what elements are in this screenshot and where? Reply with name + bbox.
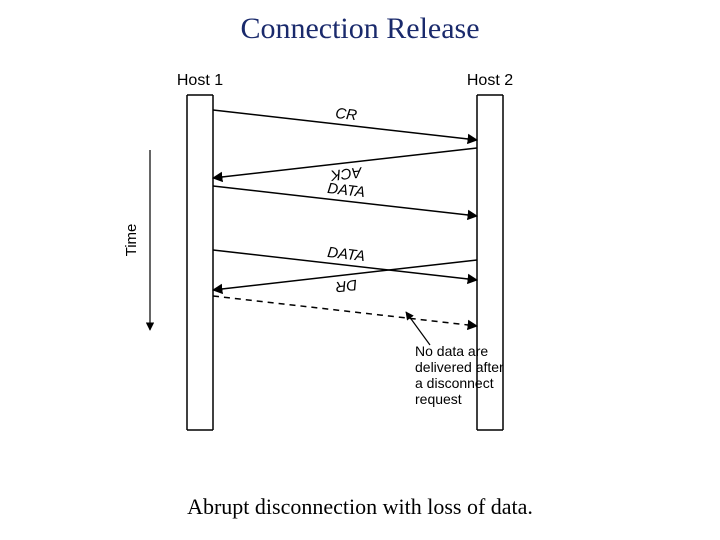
note-text: No data are [415,343,488,359]
time-label: Time [123,224,140,257]
message-label: DR [334,276,358,295]
host-label: Host 1 [177,72,223,89]
note-text: a disconnect [415,375,494,391]
message-label: CR [334,105,358,124]
sequence-diagram: Host 1Host 2CRACKDATADATADRNo data arede… [110,60,610,460]
message-label: DATA [326,244,365,265]
host-label: Host 2 [467,72,513,89]
caption-text: Abrupt disconnection with loss of data. [0,494,720,520]
message-arrow [213,296,477,326]
note-text: request [415,391,462,407]
page-title: Connection Release [0,12,720,46]
note-text: delivered after [415,359,504,375]
note-pointer [406,312,430,345]
message-label: DATA [326,180,365,201]
